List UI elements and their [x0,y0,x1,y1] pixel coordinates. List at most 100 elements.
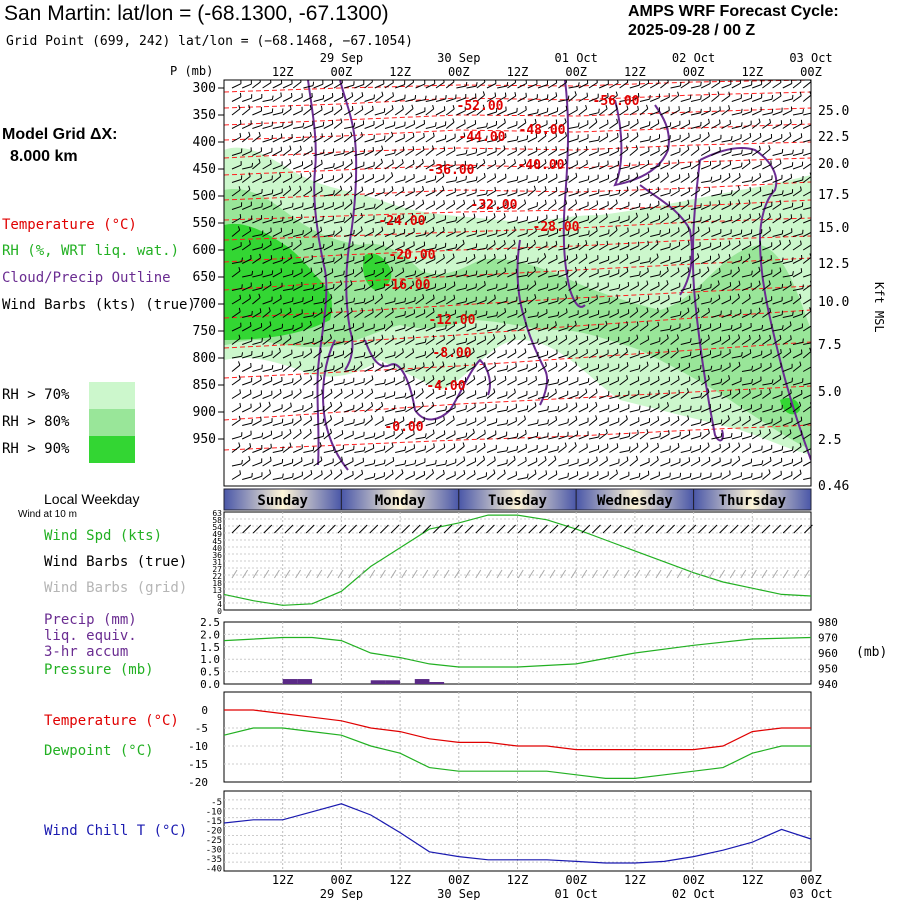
wind-barb [374,191,385,197]
wind-barb [415,258,425,264]
wind-barb [680,419,690,426]
wind-barb [323,311,333,318]
bottom-hour-label: 12Z [272,873,294,887]
wind-barb [578,462,589,467]
wind-barb-flag [320,226,323,231]
wind-barb [435,124,446,129]
wind-barb-flag [659,432,661,437]
wind-barb [303,473,313,480]
wind-barb [751,122,761,129]
wind-barb [252,246,263,251]
wind-barb-flag [258,293,261,298]
wind-barb [527,435,538,440]
wind-barb [741,476,752,480]
wind-barb [354,206,365,210]
wind-barb-flag [779,240,782,245]
wind-barb [445,150,456,156]
wind-barb-flag [343,243,345,248]
wind-barb [507,204,517,210]
wind-barb [660,366,670,372]
wind-barb-flag [330,469,333,474]
wind-barb [751,216,761,224]
wind-barb [772,394,783,399]
wind-barb-flag [515,362,517,367]
kft-axis-title: Kft MSL [872,282,886,333]
wind-barb [690,256,700,264]
wind-barb [374,419,384,426]
wind-barb [486,203,496,210]
wind-barb [313,286,323,291]
wind-barb-flag [534,294,537,299]
wind-barb [568,405,578,413]
wind-barb [782,338,792,345]
wind-barb [333,176,343,183]
wind-barb [476,379,486,386]
wind-barb [680,259,691,264]
wind-barb [619,149,628,156]
wind-barb-flag [350,212,353,217]
wind-barb-flag [516,432,519,438]
wind-barb [231,326,242,332]
temperature-contour [224,141,811,159]
wind-barb [242,476,253,480]
wind-barb-flag [475,162,478,168]
wind-barb [456,326,466,332]
wind-barb [303,271,313,278]
wind-barb [598,366,609,372]
temperature-contour [224,91,811,109]
wind-barb [588,151,599,156]
wind-barb [660,246,671,251]
wind-barb [395,98,405,102]
wind-barb-flag [361,92,364,97]
wind-barb-flag [505,133,507,138]
wind-barb [293,206,303,210]
wind-barb [425,136,435,143]
wind-barb [588,418,598,426]
wind-barb-flag [689,472,692,477]
wind-barb-flag [575,280,578,285]
wind-barb [568,246,579,251]
wind-barb-flag [781,325,784,330]
wind-barb [803,342,811,345]
wind-barb [721,366,731,372]
wind-barb-flag [626,362,629,367]
wind-barb [415,461,426,467]
wind-barb-flag [646,307,649,312]
pressure-tick: 750 [193,324,216,339]
wind-barb [558,121,567,129]
temperature-contour-labels: -56.00-52.00-48.00-44.00-40.00-36.00-32.… [379,94,640,435]
wind-barb [547,459,557,467]
wind-barb [741,257,751,264]
wind-barb [537,149,547,156]
wind-barb-flag [513,388,516,393]
wind-barb-flag [462,239,465,244]
wind-barb-flag [496,311,498,316]
wind-barb [425,179,436,183]
wind-barb [721,193,732,197]
wind-barb-flag [658,389,660,394]
wind-barb [670,419,680,426]
wind-barb-flag [565,199,568,204]
wind-barb [650,233,661,237]
wind-barb [446,220,457,224]
wind-barb-flag [626,321,629,326]
wind-barb-flag [391,186,394,191]
wind-barb [609,395,620,399]
wind-barb [333,164,344,170]
wind-barb-flag [455,270,458,275]
wind-barb-flag [414,270,417,275]
wind-barb [803,112,811,116]
wind-barb-flag [688,457,691,462]
wind-barb [670,230,680,237]
wind-barb [517,274,528,278]
wind-barb [343,95,353,102]
wind-barb-flag [445,460,447,465]
wind-barb [619,81,629,89]
wind-barb-flag [657,442,659,448]
wind-barb-flag [616,348,619,353]
wind-barb [364,218,375,224]
wind-barb [272,327,283,332]
wind-barb [262,111,273,116]
wind-barb-flag [606,240,609,245]
wind-barb-flag [779,334,782,340]
